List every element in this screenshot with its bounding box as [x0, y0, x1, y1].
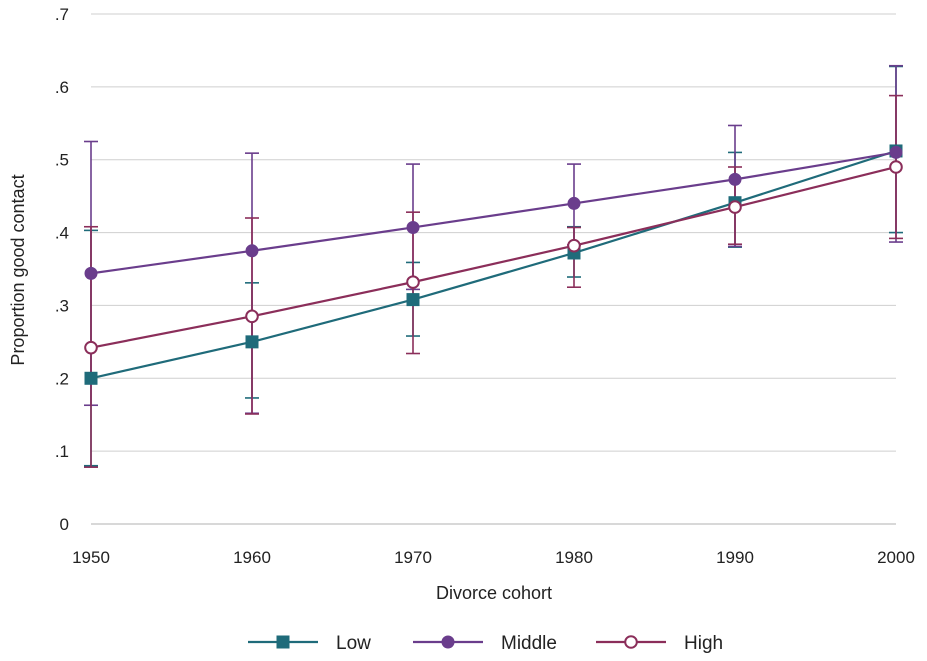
y-tick-label: .5 [55, 151, 69, 170]
data-point-middle [245, 244, 259, 258]
x-tick-label: 1960 [233, 548, 271, 567]
data-point-middle [889, 145, 903, 159]
series-line-high [90, 165, 897, 349]
data-point-middle [84, 266, 98, 280]
x-tick-label: 1990 [716, 548, 754, 567]
series-line-low [90, 149, 897, 380]
data-point-high [889, 160, 903, 174]
y-axis-title: Proportion good contact [8, 174, 28, 365]
series-lines [90, 149, 897, 380]
y-tick-label: 0 [60, 515, 69, 534]
data-point-high [245, 309, 259, 324]
data-point-high [567, 238, 581, 253]
legend: Low Middle High [248, 633, 723, 654]
x-axis-title: Divorce cohort [436, 583, 552, 603]
x-tick-label: 1970 [394, 548, 432, 567]
legend-item-low: Low [248, 633, 371, 654]
data-point-low [406, 293, 420, 307]
data-point-middle [406, 220, 420, 234]
legend-item-high: High [596, 633, 723, 654]
y-tick-labels: 0 .1 .2 .3 .4 .5 .6 .7 [55, 5, 69, 534]
series-markers [84, 144, 903, 385]
x-tick-label: 2000 [877, 548, 915, 567]
legend-label-middle: Middle [501, 633, 557, 654]
y-tick-label: .6 [55, 78, 69, 97]
y-tick-label: .2 [55, 369, 69, 388]
y-tick-label: .7 [55, 5, 69, 24]
data-point-low [245, 335, 259, 349]
error-bars [84, 64, 903, 468]
data-point-middle [728, 172, 742, 186]
data-point-low [84, 371, 98, 385]
x-tick-label: 1950 [72, 548, 110, 567]
data-point-middle [567, 196, 581, 210]
x-tick-labels: 1950 1960 1970 1980 1990 2000 [72, 548, 915, 567]
series-line-middle [90, 151, 897, 275]
legend-label-low: Low [336, 633, 371, 654]
legend-marker-low [276, 635, 290, 649]
data-point-high [728, 200, 742, 214]
y-tick-label: .3 [55, 296, 69, 315]
legend-item-middle: Middle [413, 633, 557, 654]
x-tick-label: 1980 [555, 548, 593, 567]
data-point-high [84, 340, 98, 355]
data-point-high [406, 275, 420, 289]
y-tick-label: .4 [55, 224, 69, 243]
y-tick-label: .1 [55, 442, 69, 461]
legend-marker-high [624, 635, 638, 649]
legend-label-high: High [684, 633, 723, 654]
grid-layer [91, 13, 896, 525]
legend-marker-middle [441, 635, 455, 649]
